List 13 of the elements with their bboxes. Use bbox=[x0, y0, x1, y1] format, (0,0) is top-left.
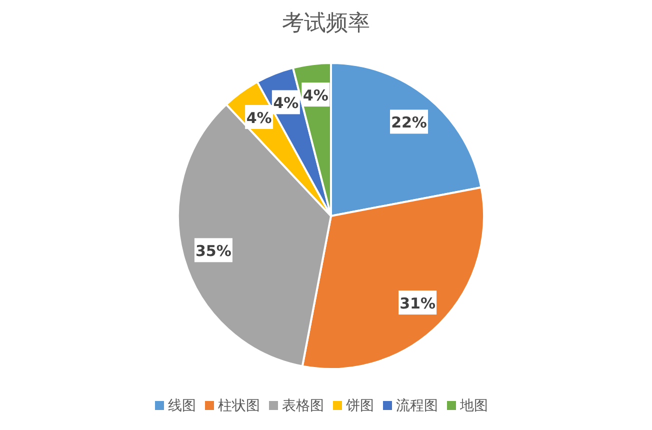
legend-label: 表格图 bbox=[282, 398, 324, 414]
data-label: 22% bbox=[391, 114, 427, 132]
legend-label: 地图 bbox=[459, 398, 488, 414]
legend-label: 饼图 bbox=[345, 398, 374, 414]
legend-label: 线图 bbox=[168, 398, 196, 414]
data-label: 31% bbox=[400, 294, 436, 313]
chart-title: 考试频率 bbox=[282, 11, 370, 36]
data-label: 4% bbox=[273, 94, 299, 112]
legend-label: 流程图 bbox=[396, 398, 438, 414]
legend-label: 柱状图 bbox=[218, 398, 260, 414]
data-label: 4% bbox=[302, 86, 328, 105]
data-label: 35% bbox=[196, 242, 232, 260]
data-label: 4% bbox=[246, 108, 272, 127]
